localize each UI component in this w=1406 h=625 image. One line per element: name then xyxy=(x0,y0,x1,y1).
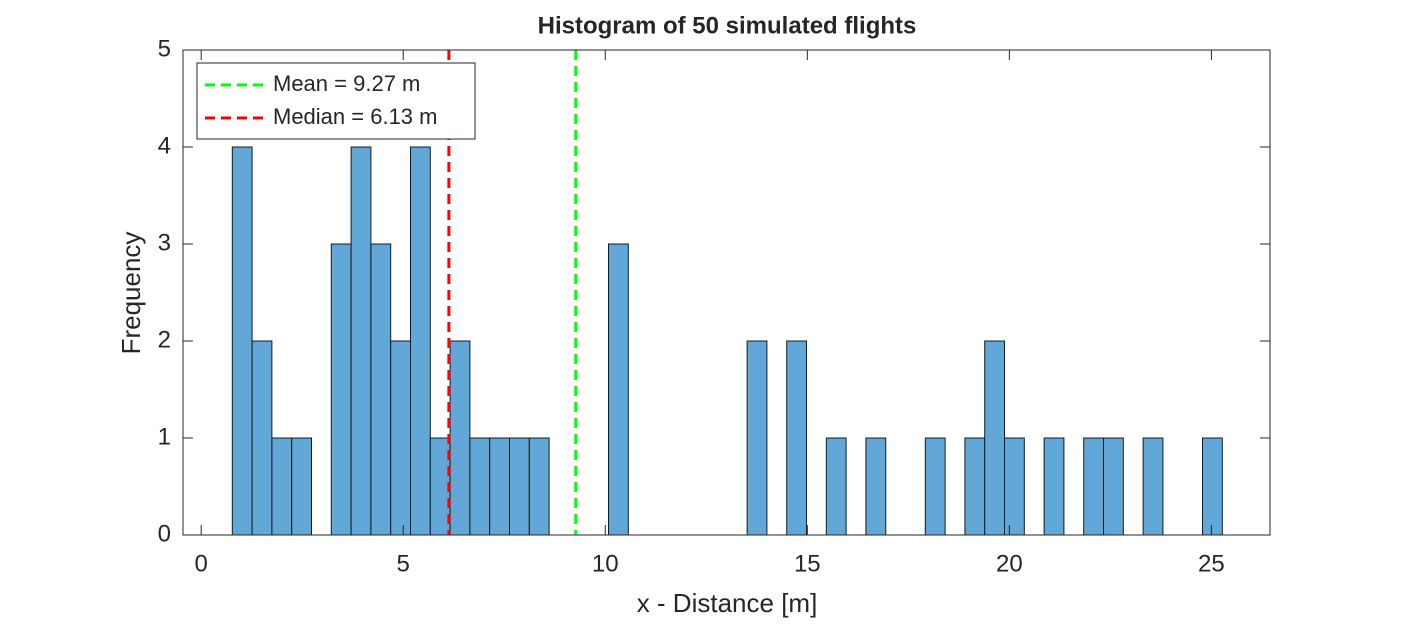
bar xyxy=(271,437,293,536)
bar xyxy=(390,340,412,536)
bar xyxy=(1142,437,1164,536)
bar xyxy=(984,340,1006,536)
bar xyxy=(746,340,768,536)
x-tick-label: 0 xyxy=(195,550,208,577)
bar xyxy=(231,146,253,536)
bar xyxy=(350,146,372,536)
bar xyxy=(449,340,471,536)
y-tick-label: 1 xyxy=(158,423,171,450)
bar xyxy=(1004,437,1025,536)
bar xyxy=(469,437,491,536)
plot-frame xyxy=(182,49,1271,536)
y-axis-label: Frequency xyxy=(116,232,146,355)
y-tick-label: 0 xyxy=(158,520,171,547)
bar xyxy=(528,437,550,536)
bar xyxy=(251,340,273,536)
bar xyxy=(1043,437,1065,536)
legend-box xyxy=(196,62,476,140)
x-axis-label: x - Distance [m] xyxy=(637,588,818,618)
bar xyxy=(509,437,530,536)
bar xyxy=(924,437,946,536)
x-tick-label: 15 xyxy=(794,550,821,577)
bar xyxy=(429,437,451,536)
y-tick-label: 4 xyxy=(158,132,171,159)
x-tick-label: 20 xyxy=(996,550,1023,577)
bar xyxy=(489,437,511,536)
legend-label: Mean = 9.27 m xyxy=(273,71,420,96)
x-tick-label: 25 xyxy=(1198,550,1225,577)
chart-title: Histogram of 50 simulated flights xyxy=(538,12,917,39)
y-tick-label: 3 xyxy=(158,229,171,256)
bar xyxy=(608,243,629,536)
bar xyxy=(410,146,431,536)
bar xyxy=(291,437,313,536)
bar xyxy=(1083,437,1105,536)
bar xyxy=(786,340,808,536)
x-tick-label: 5 xyxy=(397,550,410,577)
legend-label: Median = 6.13 m xyxy=(273,104,437,129)
bar xyxy=(330,243,352,536)
bar xyxy=(964,437,986,536)
bar xyxy=(1103,437,1124,536)
bar xyxy=(370,243,392,536)
bar xyxy=(865,437,887,536)
y-tick-label: 5 xyxy=(158,35,171,62)
x-tick-label: 10 xyxy=(592,550,619,577)
legend: Mean = 9.27 m Median = 6.13 m xyxy=(196,62,476,140)
bar xyxy=(1202,437,1223,536)
bar xyxy=(825,437,847,536)
y-tick-label: 2 xyxy=(158,326,171,353)
